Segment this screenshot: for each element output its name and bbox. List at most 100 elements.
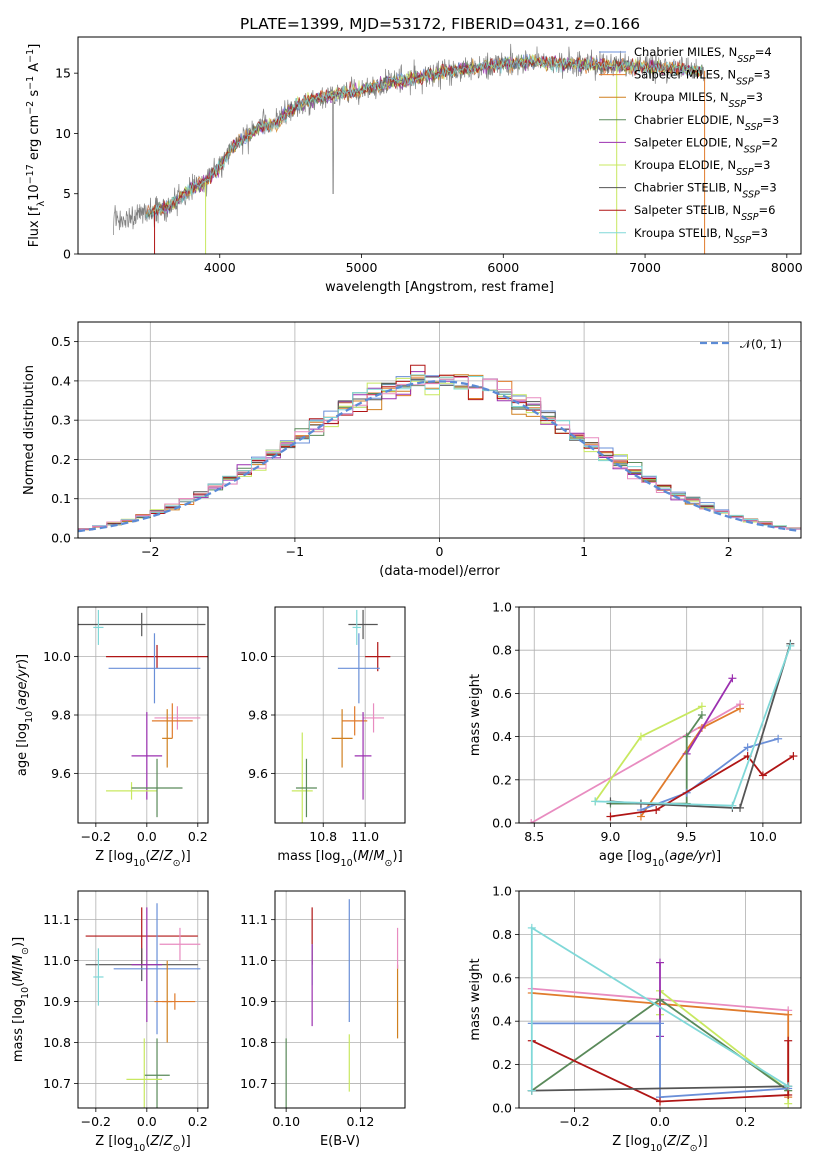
axes-frame bbox=[518, 606, 802, 824]
y-tick-label: 0.0 bbox=[492, 1101, 512, 1116]
legend-entry: Kroupa MILES, NSSP=3 bbox=[634, 90, 763, 110]
weight-marker bbox=[656, 995, 664, 1004]
x-tick-label: 0.0 bbox=[650, 1114, 670, 1129]
y-tick-label: 11.0 bbox=[240, 953, 268, 968]
weight-line bbox=[610, 754, 794, 818]
weight-marker bbox=[527, 923, 536, 932]
x-axis-label: age [log10(age/yr)] bbox=[599, 849, 721, 869]
y-tick-label: 0.0 bbox=[492, 816, 512, 831]
weight-marker bbox=[743, 743, 752, 752]
y-tick-label: 15 bbox=[55, 66, 71, 81]
legend-entry: Salpeter ELODIE, NSSP=2 bbox=[634, 135, 778, 155]
data-point bbox=[154, 706, 201, 730]
legend: Chabrier MILES, NSSP=4 Salpeter MILES, NS… bbox=[599, 45, 779, 245]
y-axis-label: Normed distribution bbox=[22, 365, 37, 495]
data-point bbox=[151, 703, 193, 739]
legend-entry: Chabrier ELODIE, NSSP=3 bbox=[634, 113, 779, 133]
x-tick-label: 10.0 bbox=[749, 829, 777, 844]
y-tick-label: 0.4 bbox=[51, 373, 71, 388]
data-point bbox=[295, 758, 317, 818]
y-tick-label: 0 bbox=[63, 247, 71, 262]
x-tick-label: 10.8 bbox=[309, 829, 337, 844]
weight-marker bbox=[758, 771, 767, 780]
weight-marker bbox=[784, 1010, 793, 1019]
x-tick-label: 0.12 bbox=[347, 1114, 375, 1129]
spectrum-panel: 4000 5000 6000 7000 8000 0 5 10 15 PLATE=1399, MJ… bbox=[25, 15, 803, 295]
x-tick-label: 8.5 bbox=[524, 829, 544, 844]
y-tick-label: 10.8 bbox=[240, 1035, 268, 1050]
y-axis-label: mass weight bbox=[468, 674, 483, 756]
x-tick-label: 4000 bbox=[204, 260, 236, 275]
data-point bbox=[348, 609, 378, 640]
weight-marker bbox=[697, 702, 706, 711]
y-tick-label: 0.4 bbox=[492, 729, 512, 744]
y-tick-label: 10.7 bbox=[240, 1076, 268, 1091]
weight-marker bbox=[527, 819, 536, 823]
y-tick-label: 10.9 bbox=[43, 994, 71, 1009]
y-tick-label: 10.0 bbox=[240, 649, 268, 664]
weight-marker bbox=[774, 734, 783, 743]
weight-marker bbox=[656, 1019, 664, 1028]
weight-marker bbox=[527, 1086, 536, 1095]
y-tick-label: 10 bbox=[55, 126, 71, 141]
legend-entry: Chabrier STELIB, NSSP=3 bbox=[634, 181, 777, 201]
weight-vs-metallicity-panel: −0.2 0.0 0.2 0.0 0.2 0.4 0.6 0.8 1.0 mass weight Z… bbox=[468, 884, 802, 1154]
x-axis-label: Z [log10(Z/Z⊙)] bbox=[95, 1134, 190, 1154]
data-point bbox=[126, 1038, 163, 1108]
y-tick-label: 0.5 bbox=[51, 334, 71, 349]
x-tick-label: −0.2 bbox=[559, 1114, 589, 1129]
y-tick-label: 11.0 bbox=[43, 953, 71, 968]
axes-frame bbox=[274, 606, 406, 824]
y-tick-label: 10.0 bbox=[43, 649, 71, 664]
data-point bbox=[93, 609, 104, 645]
data-point bbox=[331, 709, 353, 768]
legend-entry: Salpeter STELIB, NSSP=6 bbox=[634, 203, 775, 223]
x-tick-label: 5000 bbox=[346, 260, 378, 275]
data-point bbox=[162, 709, 173, 768]
legend-entry: Kroupa ELODIE, NSSP=3 bbox=[634, 158, 771, 178]
y-tick-label: 9.8 bbox=[248, 708, 268, 723]
y-tick-label: 9.8 bbox=[51, 708, 71, 723]
data-point bbox=[352, 609, 361, 645]
y-tick-label: 0.2 bbox=[492, 1057, 512, 1072]
y-tick-label: 0.3 bbox=[51, 413, 71, 428]
y-tick-label: 10.9 bbox=[240, 994, 268, 1009]
weight-marker bbox=[636, 732, 645, 741]
axes-frame bbox=[274, 890, 406, 1109]
chart-title: PLATE=1399, MJD=53172, FIBERID=0431, z=0… bbox=[240, 15, 640, 33]
x-tick-label: 1 bbox=[580, 544, 588, 559]
y-tick-label: 9.6 bbox=[248, 766, 268, 781]
data-point bbox=[337, 633, 380, 704]
x-axis-label: (data-model)/error bbox=[379, 564, 500, 579]
x-tick-label: 9.0 bbox=[601, 829, 621, 844]
y-axis-label: age [log10(age/yr)] bbox=[15, 654, 35, 776]
x-tick-label: 0 bbox=[436, 544, 444, 559]
weight-marker bbox=[606, 812, 615, 821]
x-axis-label: E(B-V) bbox=[320, 1134, 360, 1149]
plot-area bbox=[527, 639, 798, 823]
x-tick-label: −0.2 bbox=[81, 1114, 111, 1129]
y-tick-label: 1.0 bbox=[492, 884, 512, 899]
data-point bbox=[154, 993, 196, 1010]
y-tick-label: 0.6 bbox=[492, 970, 512, 985]
y-tick-label: 1.0 bbox=[492, 600, 512, 615]
x-tick-label: 0.2 bbox=[188, 1114, 208, 1129]
y-tick-label: 10.7 bbox=[43, 1076, 71, 1091]
x-tick-label: 0.0 bbox=[137, 829, 157, 844]
age-vs-mass-panel: 10.8 11.0 9.6 9.8 10.0 mass [log10(M/M⊙)] bbox=[240, 606, 406, 869]
data-point bbox=[291, 732, 313, 823]
data-point bbox=[108, 633, 201, 704]
data-point bbox=[159, 927, 201, 961]
model-spectrum bbox=[145, 54, 703, 217]
weight-marker bbox=[784, 1099, 793, 1108]
data-point bbox=[131, 758, 183, 818]
y-tick-label: 9.6 bbox=[51, 766, 71, 781]
x-tick-label: −2 bbox=[141, 544, 159, 559]
data-point bbox=[365, 642, 391, 672]
data-point bbox=[93, 948, 104, 1006]
axes-frame bbox=[77, 606, 209, 824]
y-tick-label: 0.2 bbox=[492, 772, 512, 787]
legend: 𝒩(0, 1) bbox=[700, 337, 782, 351]
age-vs-metallicity-panel: −0.2 0.0 0.2 9.6 9.8 10.0 Z [log10(Z/Z⊙)] age [… bbox=[15, 606, 209, 869]
